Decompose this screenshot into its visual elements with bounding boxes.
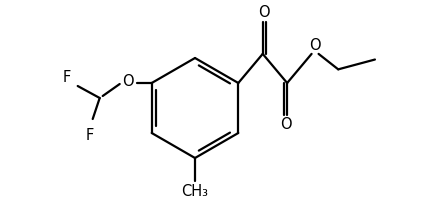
Text: O: O <box>280 117 291 132</box>
Text: CH₃: CH₃ <box>182 184 209 200</box>
Text: O: O <box>309 38 320 53</box>
Text: O: O <box>258 5 270 20</box>
Text: F: F <box>85 129 94 143</box>
Text: F: F <box>62 70 71 86</box>
Text: O: O <box>122 75 133 89</box>
